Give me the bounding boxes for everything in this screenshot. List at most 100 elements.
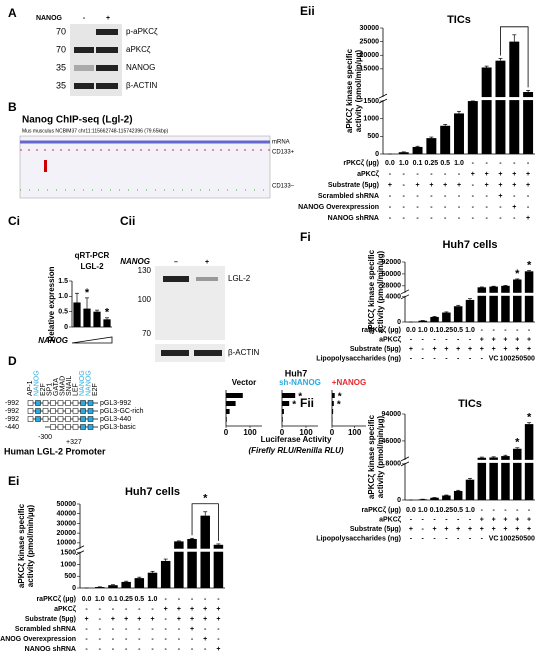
condition-label: NANOG shRNA — [25, 646, 76, 653]
x-tick-label: 0 — [280, 428, 285, 437]
y-tick-label: 10000 — [57, 540, 77, 547]
condition-cell: - — [516, 507, 519, 514]
condition-cell: + — [190, 626, 194, 633]
condition-label: rPKCζ (µg) — [343, 160, 379, 167]
condition-cell: + — [111, 616, 115, 623]
bar — [282, 393, 296, 398]
y-tick-label: 1000 — [363, 116, 379, 123]
bar — [226, 409, 230, 414]
x-tick-label: 0 — [330, 428, 335, 437]
condition-cell: - — [513, 193, 516, 200]
significance: * — [105, 307, 110, 319]
y-tick-label: 15000 — [360, 66, 380, 73]
condition-cell: - — [191, 646, 194, 653]
condition-cell: - — [165, 596, 168, 603]
condition-cell: + — [457, 182, 461, 189]
break-mark — [378, 98, 388, 104]
track-label: CD133+ — [272, 150, 295, 156]
condition-cell: - — [410, 355, 413, 362]
y-tick-label: 92000 — [382, 259, 402, 266]
condition-cell: 0.25 — [440, 327, 454, 334]
condition-cell: - — [485, 204, 488, 211]
marker: 35 — [56, 62, 66, 72]
condition-cell: 0.1 — [413, 160, 423, 167]
condition-cell: - — [403, 171, 406, 178]
condition-cell: - — [403, 215, 406, 222]
site-box — [35, 416, 41, 422]
bar — [465, 299, 475, 322]
y-tick-label: 20000 — [57, 530, 77, 537]
y-axis-label: Relative expression — [47, 266, 56, 341]
condition-cell: + — [515, 526, 519, 533]
significance: * — [203, 493, 208, 505]
condition-cell: + — [526, 215, 530, 222]
condition-cell: + — [203, 606, 207, 613]
condition-cell: 1.0 — [454, 160, 464, 167]
condition-cell: 1.0 — [148, 596, 158, 603]
condition-cell: 1.0 — [418, 327, 428, 334]
chart-title: Huh7 cells — [125, 486, 180, 498]
condition-cell: - — [85, 606, 88, 613]
panel-label: A — [8, 6, 17, 20]
condition-label: aPKCζ — [379, 516, 402, 523]
x-axis-label: NANOG — [38, 336, 68, 345]
condition-cell: - — [499, 215, 502, 222]
site-box — [65, 400, 71, 406]
condition-cell: + — [512, 182, 516, 189]
bar — [489, 286, 498, 322]
panel-label: Fii — [300, 396, 314, 410]
break-mark — [75, 550, 85, 556]
chipseq-locus: Mus musculus NCBIM37 chr11:115662748-115… — [22, 128, 169, 134]
condition-cell: + — [480, 346, 484, 353]
condition-cell: - — [445, 535, 448, 542]
condition-cell: - — [85, 626, 88, 633]
bar — [147, 572, 158, 588]
band — [74, 83, 94, 89]
break-mark — [400, 456, 410, 462]
y-axis-label: activity (pmol/min/µg) — [354, 49, 363, 132]
condition-cell: - — [433, 516, 436, 523]
condition-cell: + — [527, 346, 531, 353]
promoter-caption: Human LGL-2 Promoter — [4, 446, 106, 456]
tf-site: NANOG — [79, 370, 86, 396]
condition-cell: - — [513, 160, 516, 167]
condition-cell: + — [503, 336, 507, 343]
tf-site: E2F — [92, 383, 99, 396]
condition-cell: - — [389, 171, 392, 178]
condition-cell: - — [125, 606, 128, 613]
bar — [513, 279, 522, 322]
marker: 130 — [138, 266, 152, 275]
condition-cell: - — [445, 355, 448, 362]
condition-cell: - — [99, 626, 102, 633]
bar — [412, 146, 423, 154]
panel-label: B — [8, 100, 17, 114]
condition-cell: - — [469, 336, 472, 343]
condition-cell: - — [389, 215, 392, 222]
condition-label: aPKCζ — [357, 171, 380, 178]
condition-cell: - — [138, 626, 141, 633]
condition-cell: - — [472, 204, 475, 211]
condition-cell: - — [165, 616, 168, 623]
condition-cell: - — [444, 204, 447, 211]
bar — [453, 306, 463, 322]
condition-label: NANOG Overexpression — [298, 204, 379, 211]
band — [196, 277, 218, 281]
condition-cell: - — [178, 626, 181, 633]
condition-cell: - — [457, 516, 460, 523]
bar — [103, 319, 111, 327]
condition-cell: 0.1 — [108, 596, 118, 603]
condition-cell: - — [492, 327, 495, 334]
y-tick-label: 25000 — [360, 38, 380, 45]
condition-cell: - — [472, 160, 475, 167]
condition-cell: - — [422, 355, 425, 362]
condition-label: NANOG shRNA — [328, 215, 379, 222]
x-tick-label: 100 — [243, 428, 257, 437]
condition-cell: + — [526, 171, 530, 178]
y-tick-label: 0 — [375, 151, 379, 158]
site-box — [35, 408, 41, 414]
condition-cell: - — [125, 636, 128, 643]
break-mark — [400, 461, 410, 467]
condition-cell: + — [498, 182, 502, 189]
condition-cell: + — [164, 606, 168, 613]
bar — [481, 67, 492, 154]
